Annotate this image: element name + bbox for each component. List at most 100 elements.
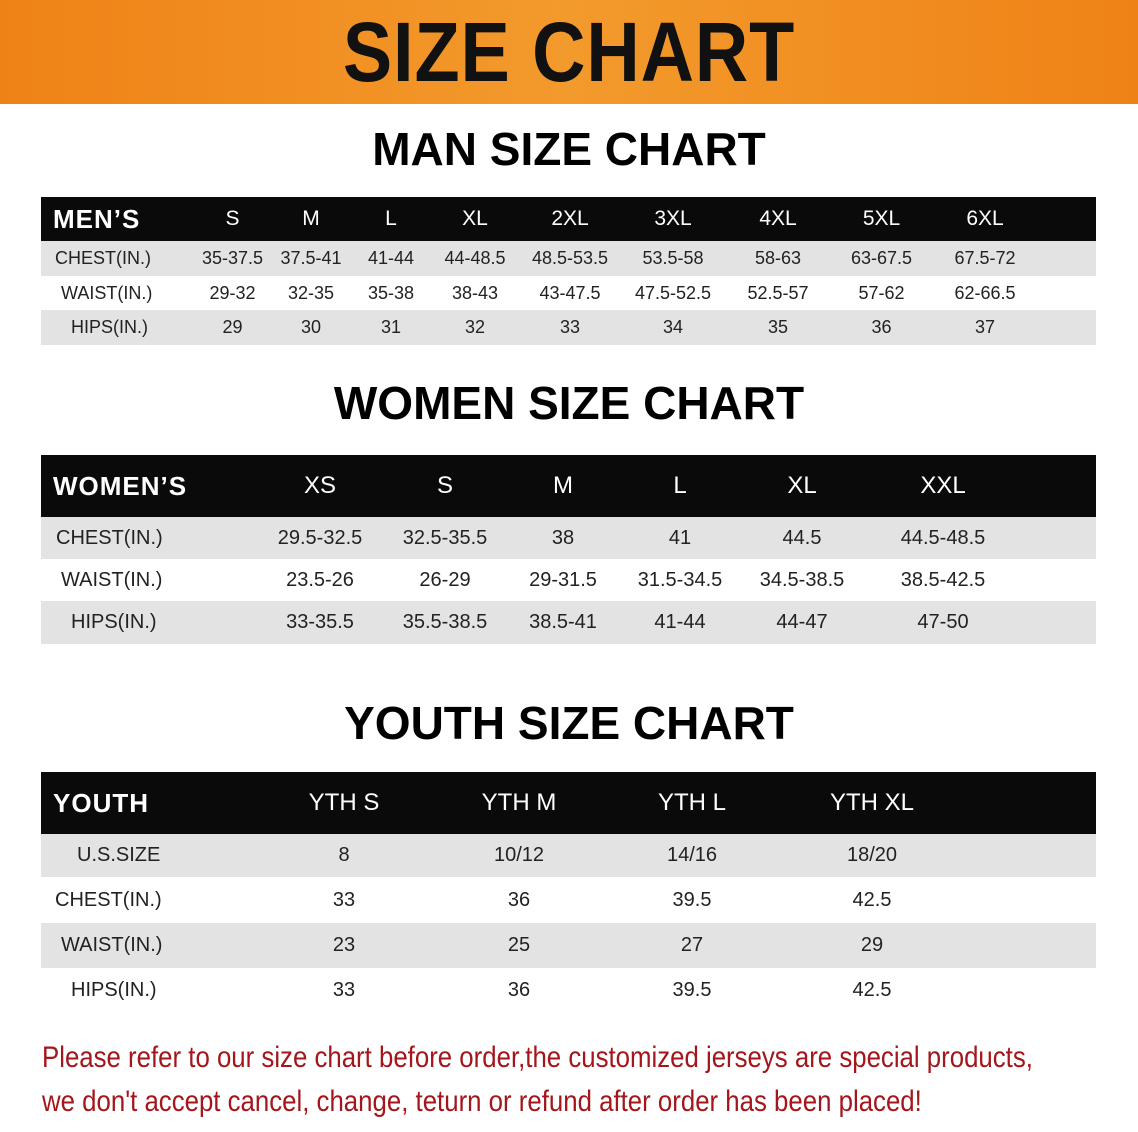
- table-row: WAIST(IN.) 23.5-26 26-29 29-31.5 31.5-34.5 34…: [41, 559, 1096, 601]
- size-header: S: [225, 207, 240, 230]
- row-label: HIPS(IN.): [71, 979, 157, 1001]
- measurement-cell: 37.5-41: [280, 248, 342, 268]
- measurement-cell: 33-35.5: [286, 611, 354, 633]
- measurement-cell: 47-50: [917, 611, 969, 633]
- size-header: YTH XL: [829, 789, 915, 816]
- size-header: YTH S: [308, 789, 380, 816]
- size-header: XL: [787, 472, 817, 499]
- row-label: WAIST(IN.): [61, 568, 163, 591]
- measurement-cell: 44.5-48.5: [900, 526, 986, 549]
- measurement-cell: 41-44: [654, 611, 706, 633]
- measurement-cell: 44-47: [776, 611, 828, 633]
- table-row: WAIST(IN.) 29-32 32-35 35-38 38-43 43-47.5 47.…: [41, 276, 1096, 310]
- measurement-cell: 29: [860, 934, 884, 956]
- table-row: HIPS(IN.) 33 36 39.5 42.5: [41, 968, 1096, 1013]
- measurement-cell: 62-66.5: [954, 282, 1016, 303]
- size-header: 3XL: [654, 207, 692, 230]
- size-header: 5XL: [862, 207, 901, 230]
- measurement-cell: 44.5: [782, 526, 822, 549]
- size-header: M: [302, 207, 320, 230]
- measurement-cell: 23: [332, 934, 356, 956]
- table-row: CHEST(IN.) 33 36 39.5 42.5: [41, 877, 1096, 923]
- measurement-cell: 35-38: [367, 282, 415, 303]
- measurement-cell: 31.5-34.5: [637, 568, 723, 591]
- measurement-cell: 33: [559, 317, 581, 337]
- measurement-cell: 26-29: [419, 568, 471, 591]
- size-header: L: [673, 472, 687, 499]
- row-label: HIPS(IN.): [71, 317, 149, 337]
- size-header: 4XL: [759, 207, 797, 230]
- measurement-cell: 30: [300, 317, 322, 337]
- men-header-row: MEN’S S M L XL 2XL 3XL 4XL 5XL 6XL: [41, 197, 1096, 241]
- measurement-cell: 36: [507, 979, 531, 1001]
- measurement-cell: 52.5-57: [747, 282, 809, 303]
- measurement-cell: 41: [668, 526, 692, 549]
- measurement-cell: 18/20: [846, 844, 898, 866]
- youth-header-label: YOUTH: [53, 787, 149, 818]
- measurement-cell: 42.5: [852, 888, 892, 911]
- measurement-cell: 42.5: [852, 979, 892, 1001]
- measurement-cell: 63-67.5: [850, 248, 913, 268]
- measurement-cell: 34: [662, 317, 684, 337]
- measurement-cell: 47.5-52.5: [634, 282, 712, 303]
- measurement-cell: 38.5-42.5: [900, 568, 986, 591]
- measurement-cell: 58-63: [754, 248, 802, 268]
- table-row: CHEST(IN.) 35-37.5 37.5-41 41-44 44-48.5 48.5…: [41, 241, 1096, 276]
- measurement-cell: 36: [871, 317, 892, 337]
- youth-header-row: YOUTH YTH S YTH M YTH L YTH XL: [41, 772, 1096, 834]
- row-label: HIPS(IN.): [71, 611, 157, 633]
- measurement-cell: 44-48.5: [444, 248, 506, 268]
- youth-size-table: YOUTH YTH S YTH M YTH L YTH XL U.S.SIZE 8 10/12…: [41, 772, 1096, 1013]
- note-line-2: we don't accept cancel, change, teturn o…: [42, 1085, 922, 1118]
- men-header-label: MEN’S: [53, 203, 141, 234]
- row-label: U.S.SIZE: [77, 844, 161, 866]
- measurement-cell: 41-44: [367, 248, 415, 268]
- measurement-cell: 29.5-32.5: [277, 526, 363, 549]
- measurement-cell: 57-62: [858, 282, 905, 303]
- men-size-table: MEN’S S M L XL 2XL 3XL 4XL 5XL 6XL CHEST(IN.) 35-37…: [41, 197, 1096, 345]
- row-label: WAIST(IN.): [61, 282, 153, 303]
- measurement-cell: 35-37.5: [201, 248, 264, 268]
- measurement-cell: 34.5-38.5: [759, 568, 845, 591]
- measurement-cell: 14/16: [666, 844, 718, 866]
- measurement-cell: 29: [222, 317, 243, 337]
- measurement-cell: 43-47.5: [539, 282, 601, 303]
- banner: SIZE CHART: [0, 0, 1138, 104]
- table-row: WAIST(IN.) 23 25 27 29: [41, 923, 1096, 968]
- measurement-cell: 31: [380, 317, 402, 337]
- size-header: XL: [462, 207, 488, 230]
- measurement-cell: 48.5-53.5: [531, 248, 609, 268]
- measurement-cell: 33: [332, 888, 356, 911]
- size-header: XS: [303, 472, 336, 499]
- measurement-cell: 29-32: [209, 282, 256, 303]
- size-header: YTH L: [657, 789, 726, 816]
- measurement-cell: 39.5: [672, 888, 712, 911]
- measurement-cell: 36: [507, 888, 531, 911]
- table-row: HIPS(IN.) 33-35.5 35.5-38.5 38.5-41 41-44 44-…: [41, 601, 1096, 644]
- row-label: WAIST(IN.): [61, 934, 163, 956]
- measurement-cell: 32: [464, 317, 486, 337]
- table-row: HIPS(IN.) 29 30 31 32 33 34 35 36 37: [41, 310, 1096, 345]
- measurement-cell: 25: [507, 934, 531, 956]
- measurement-cell: 35: [767, 317, 789, 337]
- size-header: L: [385, 207, 397, 230]
- youth-section-title: YOUTH SIZE CHART: [344, 697, 794, 749]
- measurement-cell: 29-31.5: [529, 568, 597, 591]
- size-header: M: [553, 472, 573, 499]
- measurement-cell: 38.5-41: [529, 611, 597, 633]
- women-section-title: WOMEN SIZE CHART: [333, 377, 805, 429]
- measurement-cell: 67.5-72: [954, 248, 1016, 268]
- men-section-title: MAN SIZE CHART: [372, 123, 766, 175]
- table-row: U.S.SIZE 8 10/12 14/16 18/20: [41, 834, 1096, 877]
- size-header: S: [436, 472, 453, 499]
- measurement-cell: 33: [332, 979, 356, 1001]
- women-size-table: WOMEN’S XS S M L XL XXL CHEST(IN.) 29.5-32.5 32.5…: [41, 455, 1096, 644]
- measurement-cell: 53.5-58: [642, 248, 704, 268]
- size-header: 2XL: [551, 207, 589, 230]
- measurement-cell: 32.5-35.5: [402, 526, 488, 549]
- women-header-label: WOMEN’S: [53, 470, 188, 501]
- measurement-cell: 39.5: [672, 979, 712, 1001]
- women-header-row: WOMEN’S XS S M L XL XXL: [41, 455, 1096, 517]
- banner-title: SIZE CHART: [342, 5, 796, 99]
- measurement-cell: 38: [551, 526, 575, 549]
